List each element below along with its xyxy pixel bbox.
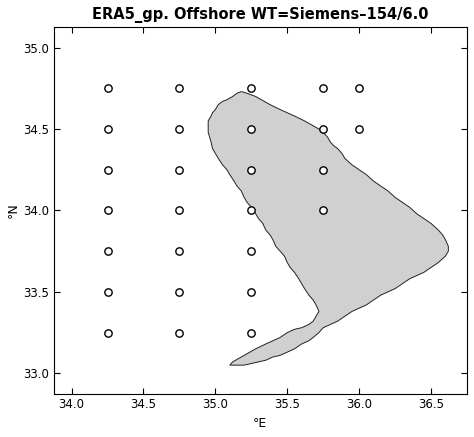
Point xyxy=(247,207,255,214)
Point xyxy=(176,207,183,214)
Point xyxy=(104,125,111,132)
Point xyxy=(319,166,327,173)
Point xyxy=(319,207,327,214)
Point xyxy=(104,248,111,255)
Point xyxy=(319,85,327,92)
Y-axis label: °N: °N xyxy=(7,203,20,218)
Point xyxy=(247,248,255,255)
Point xyxy=(247,288,255,295)
Point xyxy=(104,288,111,295)
Point xyxy=(247,329,255,336)
Point xyxy=(176,166,183,173)
Point xyxy=(356,85,363,92)
Point xyxy=(176,125,183,132)
Point xyxy=(176,329,183,336)
Point xyxy=(104,207,111,214)
Point xyxy=(104,85,111,92)
Point xyxy=(247,125,255,132)
Point xyxy=(319,125,327,132)
Point xyxy=(247,85,255,92)
X-axis label: °E: °E xyxy=(253,417,267,430)
Title: ERA5_gp. Offshore WT=Siemens–154/6.0: ERA5_gp. Offshore WT=Siemens–154/6.0 xyxy=(92,7,428,23)
Point xyxy=(356,125,363,132)
Point xyxy=(104,166,111,173)
Point xyxy=(176,248,183,255)
Polygon shape xyxy=(208,92,448,365)
Point xyxy=(104,329,111,336)
Point xyxy=(176,288,183,295)
Point xyxy=(247,166,255,173)
Point xyxy=(176,85,183,92)
